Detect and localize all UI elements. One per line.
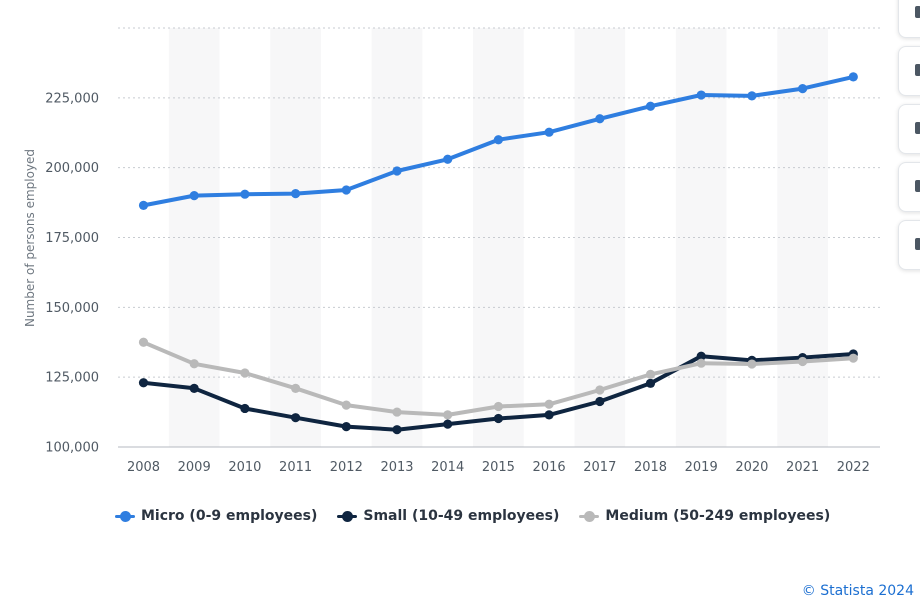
data-point-small[interactable] (291, 413, 301, 423)
x-axis-tick-labels: 2008 2009 2010 2011 2012 2013 2014 2015 2016 2017… (127, 460, 870, 475)
data-point-small[interactable] (696, 351, 706, 361)
toolbar-button-1[interactable] (898, 0, 920, 38)
legend-marker-medium (579, 510, 600, 522)
x-tick-label: 2018 (634, 460, 667, 475)
data-point-small[interactable] (189, 383, 199, 393)
data-point-micro[interactable] (696, 90, 706, 100)
data-point-medium[interactable] (544, 399, 554, 409)
legend-item-medium[interactable]: Medium (50-249 employees) (579, 508, 830, 524)
legend-item-small[interactable]: Small (10-49 employees) (337, 508, 559, 524)
data-point-small[interactable] (544, 410, 554, 420)
data-point-micro[interactable] (798, 84, 808, 94)
x-tick-label: 2016 (533, 460, 566, 475)
x-tick-label: 2022 (837, 460, 870, 475)
data-point-micro[interactable] (341, 185, 351, 195)
data-point-micro[interactable] (544, 127, 554, 137)
data-point-micro[interactable] (645, 101, 656, 111)
y-axis-label: Number of persons employed (23, 149, 37, 327)
y-tick-label: 150,000 (45, 301, 99, 316)
x-tick-label: 2009 (178, 460, 211, 475)
x-tick-label: 2020 (735, 460, 768, 475)
toolbar-button-2[interactable] (898, 46, 920, 96)
data-point-medium[interactable] (443, 410, 453, 420)
x-tick-label: 2014 (431, 460, 464, 475)
x-tick-label: 2010 (228, 460, 261, 475)
series-micro (138, 72, 858, 210)
data-point-small[interactable] (645, 378, 656, 388)
data-point-micro[interactable] (291, 189, 301, 199)
legend: Micro (0-9 employees) Small (10-49 emplo… (115, 508, 830, 524)
x-tick-label: 2017 (583, 460, 616, 475)
data-point-medium[interactable] (747, 359, 757, 369)
tool-icon (915, 6, 920, 18)
series-medium (138, 337, 858, 420)
data-point-small[interactable] (392, 425, 402, 435)
data-point-micro[interactable] (240, 189, 250, 199)
y-tick-label: 125,000 (45, 371, 99, 386)
data-point-small[interactable] (443, 419, 453, 429)
data-point-medium[interactable] (798, 356, 808, 367)
x-tick-label: 2012 (330, 460, 363, 475)
data-point-micro[interactable] (747, 91, 757, 101)
data-point-medium[interactable] (595, 385, 605, 395)
data-point-micro[interactable] (138, 200, 149, 210)
legend-label-micro: Micro (0-9 employees) (141, 508, 318, 524)
legend-item-micro[interactable]: Micro (0-9 employees) (115, 508, 317, 524)
toolbar-button-3[interactable] (898, 104, 920, 154)
y-tick-label: 200,000 (45, 161, 99, 176)
tool-icon (915, 64, 920, 76)
legend-marker-small (337, 510, 358, 522)
tool-icon (915, 180, 920, 192)
legend-label-medium: Medium (50-249 employees) (605, 508, 831, 524)
data-point-medium[interactable] (493, 401, 503, 412)
legend-label-small: Small (10-49 employees) (363, 508, 560, 524)
data-point-micro[interactable] (392, 166, 402, 176)
statista-credit-link[interactable]: © Statista 2024 (801, 583, 914, 599)
data-point-medium[interactable] (645, 369, 656, 379)
x-tick-label: 2008 (127, 460, 160, 475)
x-tick-label: 2021 (786, 460, 819, 475)
tool-icon (915, 238, 920, 250)
y-tick-label: 225,000 (45, 91, 99, 106)
data-point-small[interactable] (341, 422, 351, 432)
data-point-small[interactable] (595, 396, 605, 407)
y-axis-tick-labels: 100,000 125,000 150,000 175,000 200,000 225,0… (45, 91, 99, 455)
data-point-micro[interactable] (493, 135, 503, 145)
x-tick-label: 2019 (685, 460, 718, 475)
toolbar-button-5[interactable] (898, 220, 920, 270)
data-point-medium[interactable] (138, 337, 149, 347)
data-point-medium[interactable] (189, 359, 199, 369)
data-point-medium[interactable] (848, 353, 858, 363)
data-point-medium[interactable] (341, 400, 351, 410)
data-point-medium[interactable] (392, 407, 402, 417)
data-point-micro[interactable] (443, 154, 453, 164)
data-point-medium[interactable] (696, 358, 706, 368)
data-point-small[interactable] (138, 378, 149, 388)
line-chart: 100,000 125,000 150,000 175,000 200,000 225,0… (23, 27, 880, 475)
data-point-micro[interactable] (595, 114, 605, 124)
tool-icon (915, 122, 920, 134)
x-tick-label: 2011 (279, 460, 312, 475)
data-point-micro[interactable] (848, 72, 858, 82)
x-tick-label: 2015 (482, 460, 515, 475)
toolbar-button-4[interactable] (898, 162, 920, 212)
y-tick-label: 100,000 (45, 441, 99, 456)
data-point-medium[interactable] (240, 368, 250, 378)
data-point-small[interactable] (240, 403, 250, 414)
y-tick-label: 175,000 (45, 231, 99, 246)
data-point-medium[interactable] (291, 383, 301, 393)
data-series (138, 72, 858, 435)
legend-marker-micro (115, 510, 135, 522)
data-point-micro[interactable] (189, 191, 199, 201)
data-point-small[interactable] (493, 413, 503, 424)
x-tick-label: 2013 (380, 460, 413, 475)
